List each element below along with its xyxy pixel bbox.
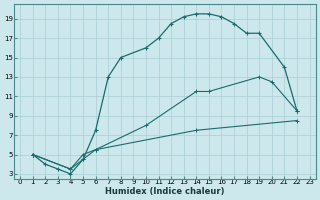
X-axis label: Humidex (Indice chaleur): Humidex (Indice chaleur) (105, 187, 225, 196)
